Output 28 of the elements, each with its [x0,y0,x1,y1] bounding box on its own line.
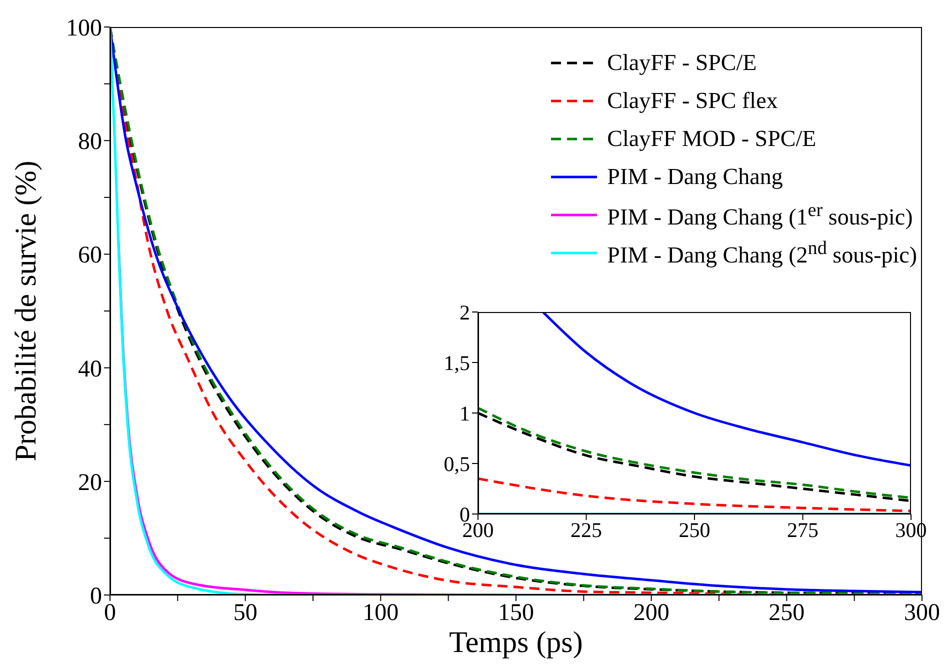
x-tick-label: 100 [362,600,399,626]
x-axis-title: Temps (ps) [449,626,583,659]
legend-label: PIM - Dang Chang [607,164,783,190]
y-tick-label: 20 [78,470,102,496]
x-tick-label: 250 [678,518,710,542]
x-tick-label: 275 [787,518,818,542]
y-tick-label: 0,5 [444,452,470,476]
x-tick-label: 150 [498,600,534,626]
legend-label: ClayFF MOD - SPC/E [607,126,816,152]
legend-label: PIM - Dang Chang (1$^{er}$ sous-pic) [607,200,913,230]
y-tick-label: 1 [460,401,470,426]
legend-label: ClayFF - SPC/E [607,50,757,76]
x-tick-label: 200 [633,600,670,626]
y-axis-title: Probabilité de survie (%) [10,160,43,462]
legend-label: ClayFF - SPC flex [607,88,778,114]
legend-label: PIM - Dang Chang (2$^{nd}$ sous-pic) [607,238,917,268]
y-tick-label: 2 [460,300,470,324]
line-series [542,312,911,467]
y-tick-label: 40 [78,356,102,382]
y-tick-label: 0 [90,584,102,610]
x-tick-label: 250 [768,600,805,626]
x-tick-label: 300 [904,600,940,626]
y-tick-label: 1,5 [444,350,470,375]
x-tick-label: 50 [233,600,258,626]
y-tick-label: 80 [78,129,102,156]
x-tick-label: 225 [570,518,602,542]
y-tick-label: 60 [78,242,102,269]
y-tick-label: 100 [66,16,102,42]
